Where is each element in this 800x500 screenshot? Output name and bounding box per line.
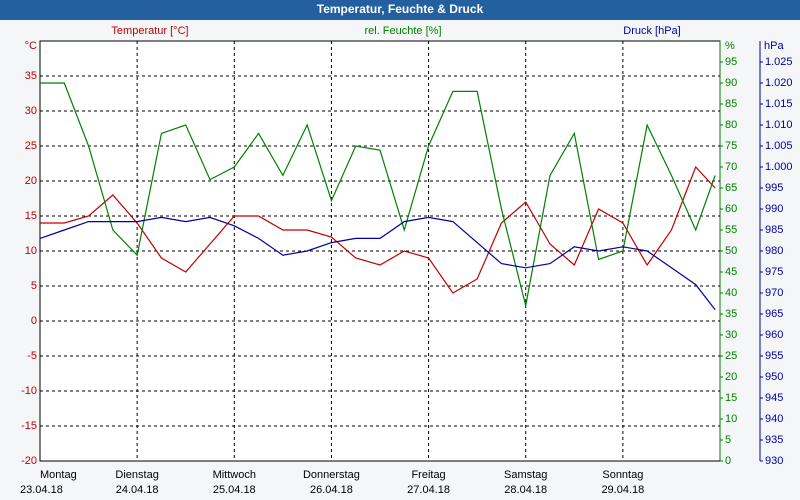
y-tick-label: -10 xyxy=(21,385,37,397)
chart-title: Temperatur, Feuchte & Druck xyxy=(317,2,484,16)
y2-tick-label: 5 xyxy=(725,434,731,446)
x-tick-label: 26.04.18 xyxy=(310,484,353,496)
x-tick-label: 25.04.18 xyxy=(213,484,256,496)
data-line xyxy=(39,216,716,311)
y2-tick-label: 60 xyxy=(725,203,737,215)
y-tick-label: 5 xyxy=(31,280,37,292)
y2-tick-label: 75 xyxy=(725,140,737,152)
y2-tick-label: 15 xyxy=(725,392,737,404)
y3-tick-label: 950 xyxy=(765,371,783,383)
axis-label: rel. Feuchte [%] xyxy=(364,25,441,37)
y3-tick-label: 945 xyxy=(765,392,783,404)
x-tick-label: 29.04.18 xyxy=(601,484,644,496)
x-tick-label: Montag xyxy=(40,469,77,481)
x-tick-label: 24.04.18 xyxy=(116,484,159,496)
y3-tick-label: 1.025 xyxy=(765,56,793,68)
x-tick-label: Sonntag xyxy=(602,469,643,481)
y3-tick-label: 1.005 xyxy=(765,140,793,152)
unit-label: % xyxy=(725,40,735,52)
data-line xyxy=(40,82,716,306)
x-tick-label: 27.04.18 xyxy=(407,484,450,496)
y3-tick-label: 965 xyxy=(765,308,783,320)
y2-tick-label: 20 xyxy=(725,371,737,383)
unit-label: °C xyxy=(25,40,37,52)
y-tick-label: 25 xyxy=(25,140,37,152)
y-tick-label: 15 xyxy=(25,210,37,222)
y2-tick-label: 70 xyxy=(725,161,737,173)
y-tick-label: 0 xyxy=(31,315,37,327)
y3-tick-label: 955 xyxy=(765,350,783,362)
y2-tick-label: 90 xyxy=(725,77,737,89)
y-tick-label: -20 xyxy=(21,455,37,467)
y2-tick-label: 85 xyxy=(725,98,737,110)
x-tick-label: 23.04.18 xyxy=(20,484,63,496)
y2-tick-label: 40 xyxy=(725,287,737,299)
y2-tick-label: 35 xyxy=(725,308,737,320)
y-tick-label: -15 xyxy=(21,420,37,432)
y3-tick-label: 940 xyxy=(765,413,783,425)
y3-tick-label: 995 xyxy=(765,182,783,194)
x-tick-label: Donnerstag xyxy=(303,469,360,481)
y3-tick-label: 1.010 xyxy=(765,119,793,131)
y3-tick-label: 1.000 xyxy=(765,161,793,173)
y3-tick-label: 935 xyxy=(765,434,783,446)
y-tick-label: 30 xyxy=(25,105,37,117)
y-tick-label: 35 xyxy=(25,70,37,82)
x-tick-label: Samstag xyxy=(504,469,547,481)
x-tick-label: Mittwoch xyxy=(213,469,256,481)
y2-tick-label: 30 xyxy=(725,329,737,341)
y3-tick-label: 960 xyxy=(765,329,783,341)
y2-tick-label: 10 xyxy=(725,413,737,425)
y2-tick-label: 0 xyxy=(725,455,731,467)
y2-tick-label: 25 xyxy=(725,350,737,362)
y2-tick-label: 50 xyxy=(725,245,737,257)
y2-tick-label: 95 xyxy=(725,56,737,68)
y-tick-label: 10 xyxy=(25,245,37,257)
y3-tick-label: 975 xyxy=(765,266,783,278)
y3-tick-label: 980 xyxy=(765,245,783,257)
y3-tick-label: 930 xyxy=(765,455,783,467)
axis-label: Temperatur [°C] xyxy=(111,25,188,37)
y3-tick-label: 1.020 xyxy=(765,77,793,89)
axis-label: Druck [hPa] xyxy=(623,25,680,37)
y2-tick-label: 80 xyxy=(725,119,737,131)
y2-tick-label: 45 xyxy=(725,266,737,278)
y-tick-label: -5 xyxy=(27,350,37,362)
data-line xyxy=(40,165,716,294)
x-tick-label: Dienstag xyxy=(115,469,158,481)
y3-tick-label: 985 xyxy=(765,224,783,236)
y2-tick-label: 65 xyxy=(725,182,737,194)
y3-tick-label: 970 xyxy=(765,287,783,299)
y3-tick-label: 1.015 xyxy=(765,98,793,110)
x-tick-label: Freitag xyxy=(411,469,445,481)
x-tick-label: 28.04.18 xyxy=(504,484,547,496)
y3-tick-label: 990 xyxy=(765,203,783,215)
unit-label: hPa xyxy=(764,40,784,52)
y2-tick-label: 55 xyxy=(725,224,737,236)
y-tick-label: 20 xyxy=(25,175,37,187)
title-bar xyxy=(0,0,800,20)
